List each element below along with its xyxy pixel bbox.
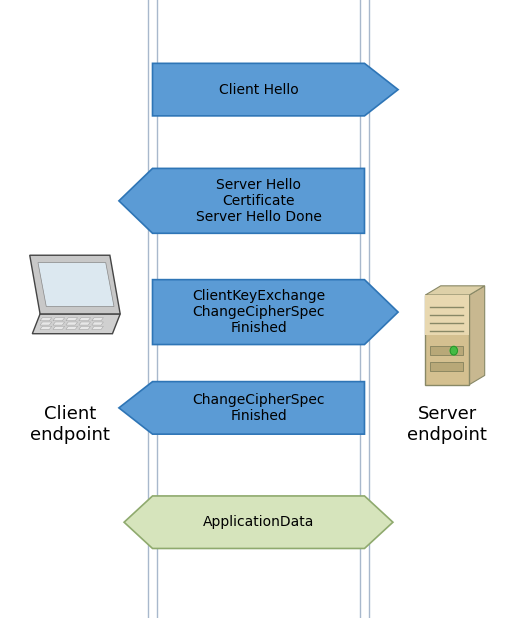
Polygon shape <box>153 279 398 345</box>
FancyBboxPatch shape <box>430 346 463 355</box>
Polygon shape <box>53 326 65 329</box>
Text: Server
endpoint: Server endpoint <box>407 405 487 444</box>
FancyBboxPatch shape <box>430 362 463 371</box>
Polygon shape <box>33 314 120 334</box>
Polygon shape <box>53 318 65 321</box>
Text: ApplicationData: ApplicationData <box>203 515 314 529</box>
Polygon shape <box>40 326 52 329</box>
Polygon shape <box>66 322 78 325</box>
Polygon shape <box>53 322 65 325</box>
Polygon shape <box>124 496 393 549</box>
Polygon shape <box>40 322 52 325</box>
Polygon shape <box>92 318 103 321</box>
Polygon shape <box>66 318 78 321</box>
Polygon shape <box>79 318 90 321</box>
Polygon shape <box>119 168 364 233</box>
FancyBboxPatch shape <box>425 295 469 336</box>
FancyBboxPatch shape <box>425 295 469 384</box>
Text: ClientKeyExchange
ChangeCipherSpec
Finished: ClientKeyExchange ChangeCipherSpec Finis… <box>192 289 325 336</box>
Polygon shape <box>92 322 103 325</box>
Polygon shape <box>30 255 120 314</box>
Polygon shape <box>425 286 485 295</box>
Polygon shape <box>66 326 78 329</box>
Polygon shape <box>40 318 52 321</box>
Polygon shape <box>79 326 90 329</box>
Text: Client
endpoint: Client endpoint <box>30 405 110 444</box>
Circle shape <box>450 346 458 355</box>
Polygon shape <box>79 322 90 325</box>
Polygon shape <box>92 326 103 329</box>
Polygon shape <box>119 381 364 434</box>
Polygon shape <box>38 263 114 307</box>
Text: Server Hello
Certificate
Server Hello Done: Server Hello Certificate Server Hello Do… <box>195 177 322 224</box>
Text: ChangeCipherSpec
Finished: ChangeCipherSpec Finished <box>192 393 325 423</box>
Polygon shape <box>469 286 485 384</box>
Text: Client Hello: Client Hello <box>219 83 298 96</box>
Polygon shape <box>153 64 398 116</box>
